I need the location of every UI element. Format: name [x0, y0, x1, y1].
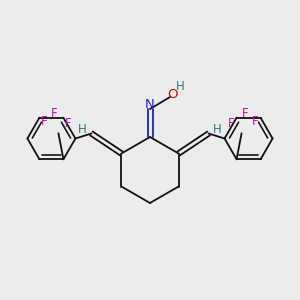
Text: F: F — [65, 117, 72, 130]
Text: O: O — [167, 88, 177, 100]
Text: F: F — [228, 117, 235, 130]
Text: H: H — [176, 80, 184, 94]
Text: F: F — [252, 115, 259, 128]
Text: N: N — [145, 98, 155, 110]
Text: H: H — [213, 123, 222, 136]
Text: F: F — [51, 107, 58, 120]
Text: H: H — [78, 123, 87, 136]
Text: F: F — [242, 107, 249, 120]
Text: F: F — [41, 115, 48, 128]
